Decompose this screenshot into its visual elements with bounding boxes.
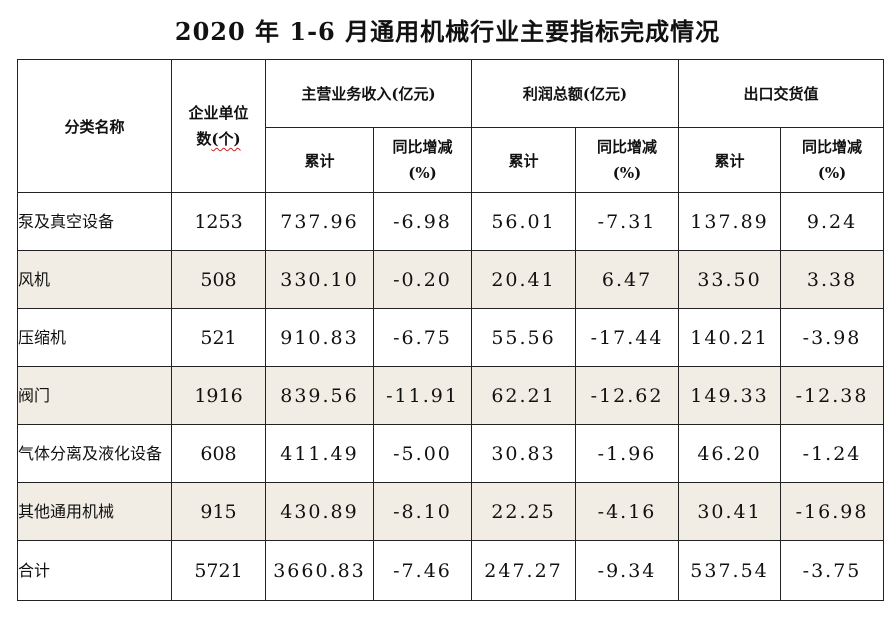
cell-export-yoy: 9.24 xyxy=(780,192,885,251)
header-revenue-group: 主营业务收入(亿元) xyxy=(264,59,473,128)
cell-export-yoy: -12.38 xyxy=(780,366,885,425)
header-export-cumulative: 累计 xyxy=(678,127,782,193)
header-revenue-yoy: 同比增减 (%) xyxy=(372,127,473,193)
cell-export: 137.89 xyxy=(678,192,782,251)
table-row: 压缩机 521 910.83 -6.75 55.56 -17.44 140.21… xyxy=(17,308,885,367)
cell-revenue-yoy: -0.20 xyxy=(372,250,473,309)
header-export-yoy-line2: (%) xyxy=(817,164,847,182)
header-enterprise-count-line1: 企业单位 xyxy=(188,104,249,122)
cell-export-yoy: -16.98 xyxy=(780,482,885,541)
cell-revenue-yoy: -5.00 xyxy=(372,424,473,483)
cell-category: 风机 xyxy=(17,250,172,309)
cell-revenue: 411.49 xyxy=(265,424,374,483)
header-export-group: 出口交货值 xyxy=(678,59,885,128)
table-body: 泵及真空设备 1253 737.96 -6.98 56.01 -7.31 137… xyxy=(17,192,885,601)
cell-count: 521 xyxy=(171,308,266,367)
cell-count: 1253 xyxy=(171,192,266,251)
cell-count: 608 xyxy=(171,424,266,483)
cell-profit-yoy: -17.44 xyxy=(575,308,680,367)
cell-revenue-yoy: -7.46 xyxy=(372,540,473,601)
header-profit-yoy: 同比增减 (%) xyxy=(575,127,680,193)
cell-profit-yoy: -7.31 xyxy=(575,192,680,251)
cell-export-yoy: -1.24 xyxy=(780,424,885,483)
cell-revenue-yoy: -6.98 xyxy=(372,192,473,251)
cell-count: 1916 xyxy=(171,366,266,425)
cell-export: 46.20 xyxy=(678,424,782,483)
table-row: 其他通用机械 915 430.89 -8.10 22.25 -4.16 30.4… xyxy=(17,482,885,541)
table-row: 风机 508 330.10 -0.20 20.41 6.47 33.50 3.3… xyxy=(17,250,885,309)
cell-export: 537.54 xyxy=(678,540,782,601)
cell-profit: 22.25 xyxy=(471,482,577,541)
cell-profit: 62.21 xyxy=(471,366,577,425)
table-row: 气体分离及液化设备 608 411.49 -5.00 30.83 -1.96 4… xyxy=(17,424,885,483)
cell-profit-yoy: 6.47 xyxy=(575,250,680,309)
cell-profit-yoy: -9.34 xyxy=(575,540,680,601)
table-row: 泵及真空设备 1253 737.96 -6.98 56.01 -7.31 137… xyxy=(17,192,885,251)
header-profit-yoy-line1: 同比增减 xyxy=(597,138,658,156)
cell-profit: 56.01 xyxy=(471,192,577,251)
page-title: 2020 年 1-6 月通用机械行业主要指标完成情况 xyxy=(174,17,721,46)
header-export-yoy: 同比增减 (%) xyxy=(780,127,885,193)
cell-count: 915 xyxy=(171,482,266,541)
header-revenue-cumulative: 累计 xyxy=(265,127,374,193)
header-enterprise-count: 企业单位 数(个) xyxy=(171,59,266,193)
cell-category: 阀门 xyxy=(17,366,172,425)
cell-profit: 247.27 xyxy=(471,540,577,601)
cell-count: 508 xyxy=(171,250,266,309)
cell-revenue-yoy: -8.10 xyxy=(372,482,473,541)
cell-profit: 30.83 xyxy=(471,424,577,483)
cell-profit: 55.56 xyxy=(471,308,577,367)
header-export-yoy-line1: 同比增减 xyxy=(802,138,863,156)
cell-profit-yoy: -4.16 xyxy=(575,482,680,541)
header-row-2: 累计 同比增减 (%) 累计 同比增减 (%) 累计 同比增减 (%) xyxy=(18,127,885,193)
header-row-1: 分类名称 企业单位 数(个) 主营业务收入(亿元) 利润总额(亿元) 出口交货值 xyxy=(17,59,885,193)
cell-category: 泵及真空设备 xyxy=(17,192,172,251)
header-profit-group: 利润总额(亿元) xyxy=(471,59,680,128)
header-profit-cumulative: 累计 xyxy=(471,127,577,193)
header-category: 分类名称 xyxy=(17,59,172,193)
cell-category: 合计 xyxy=(17,540,172,601)
cell-export: 149.33 xyxy=(678,366,782,425)
cell-revenue: 910.83 xyxy=(265,308,374,367)
cell-export: 140.21 xyxy=(678,308,782,367)
cell-export-yoy: 3.38 xyxy=(780,250,885,309)
header-enterprise-count-unit: (个) xyxy=(211,130,241,148)
total-row: 合计 5721 3660.83 -7.46 247.27 -9.34 537.5… xyxy=(17,540,885,601)
cell-profit-yoy: -12.62 xyxy=(575,366,680,425)
table-row: 阀门 1916 839.56 -11.91 62.21 -12.62 149.3… xyxy=(17,366,885,425)
cell-revenue-yoy: -6.75 xyxy=(372,308,473,367)
cell-export-yoy: -3.75 xyxy=(780,540,885,601)
cell-revenue: 330.10 xyxy=(265,250,374,309)
cell-revenue: 737.96 xyxy=(265,192,374,251)
header-profit-yoy-line2: (%) xyxy=(612,164,642,182)
cell-revenue: 430.89 xyxy=(265,482,374,541)
cell-export: 30.41 xyxy=(678,482,782,541)
cell-profit-yoy: -1.96 xyxy=(575,424,680,483)
cell-category: 气体分离及液化设备 xyxy=(17,424,172,483)
indicators-table: 分类名称 企业单位 数(个) 主营业务收入(亿元) 利润总额(亿元) 出口交货值… xyxy=(17,59,885,601)
header-revenue-yoy-line1: 同比增减 xyxy=(392,138,453,156)
cell-revenue: 3660.83 xyxy=(265,540,374,601)
cell-profit: 20.41 xyxy=(471,250,577,309)
header-enterprise-count-line2: 数(个) xyxy=(173,126,265,152)
cell-revenue-yoy: -11.91 xyxy=(372,366,473,425)
cell-category: 其他通用机械 xyxy=(17,482,172,541)
cell-revenue: 839.56 xyxy=(265,366,374,425)
header-revenue-yoy-line2: (%) xyxy=(408,164,437,182)
cell-export-yoy: -3.98 xyxy=(780,308,885,367)
header-enterprise-count-prefix: 数 xyxy=(196,130,212,148)
cell-category: 压缩机 xyxy=(17,308,172,367)
cell-export: 33.50 xyxy=(678,250,782,309)
cell-count: 5721 xyxy=(171,540,266,601)
